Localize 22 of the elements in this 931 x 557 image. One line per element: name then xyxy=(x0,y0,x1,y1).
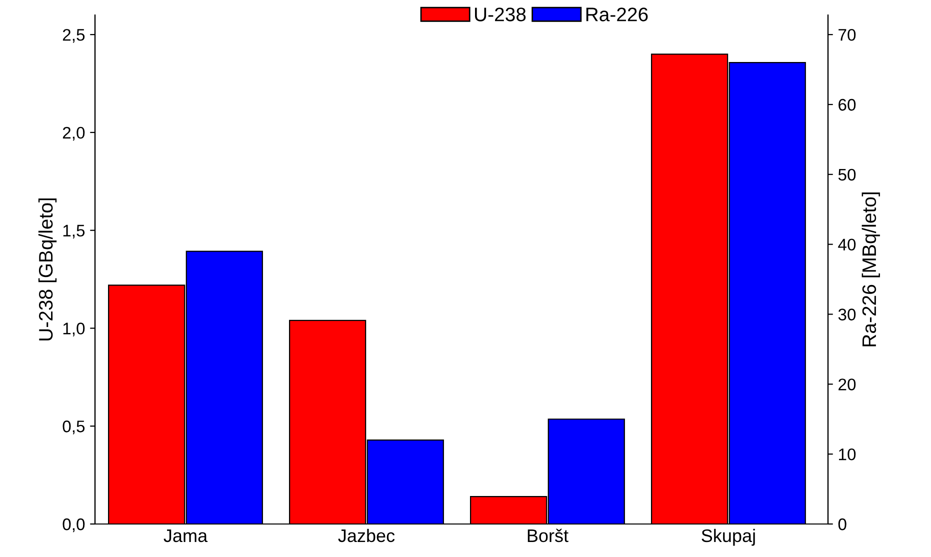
y-tick-label: 1,5 xyxy=(63,224,85,239)
y-tick-label: 1,0 xyxy=(63,322,85,336)
legend-label: U-238 xyxy=(475,8,526,22)
y2-tick-label: 40 xyxy=(838,238,856,251)
y2-axis-title: Ra-226 [MBq/leto] xyxy=(862,192,880,346)
y2-tick-label: 50 xyxy=(838,168,856,181)
y2-tick-label: 0 xyxy=(838,518,846,530)
y2-tick-label: 60 xyxy=(838,98,856,111)
y-tick-label: 2,0 xyxy=(62,126,85,141)
x-tick-label: Jazbec xyxy=(338,528,395,542)
y2-tick-label: 70 xyxy=(838,28,856,41)
legend-label: Ra-226 xyxy=(586,8,648,22)
x-tick-label: Boršt xyxy=(528,528,568,542)
x-tick-label: Jama xyxy=(164,530,208,542)
y-tick-label: 0,5 xyxy=(62,420,85,434)
y2-tick-label: 10 xyxy=(838,448,856,460)
x-tick-label: Skupaj xyxy=(702,528,755,546)
y-axis-title: U-238 [GBq/leto] xyxy=(38,198,57,340)
y2-tick-label: 30 xyxy=(838,308,856,320)
y2-tick-label: 20 xyxy=(838,378,856,390)
y-tick-label: 2,5 xyxy=(62,28,85,43)
y-tick-label: 0,0 xyxy=(62,518,85,532)
